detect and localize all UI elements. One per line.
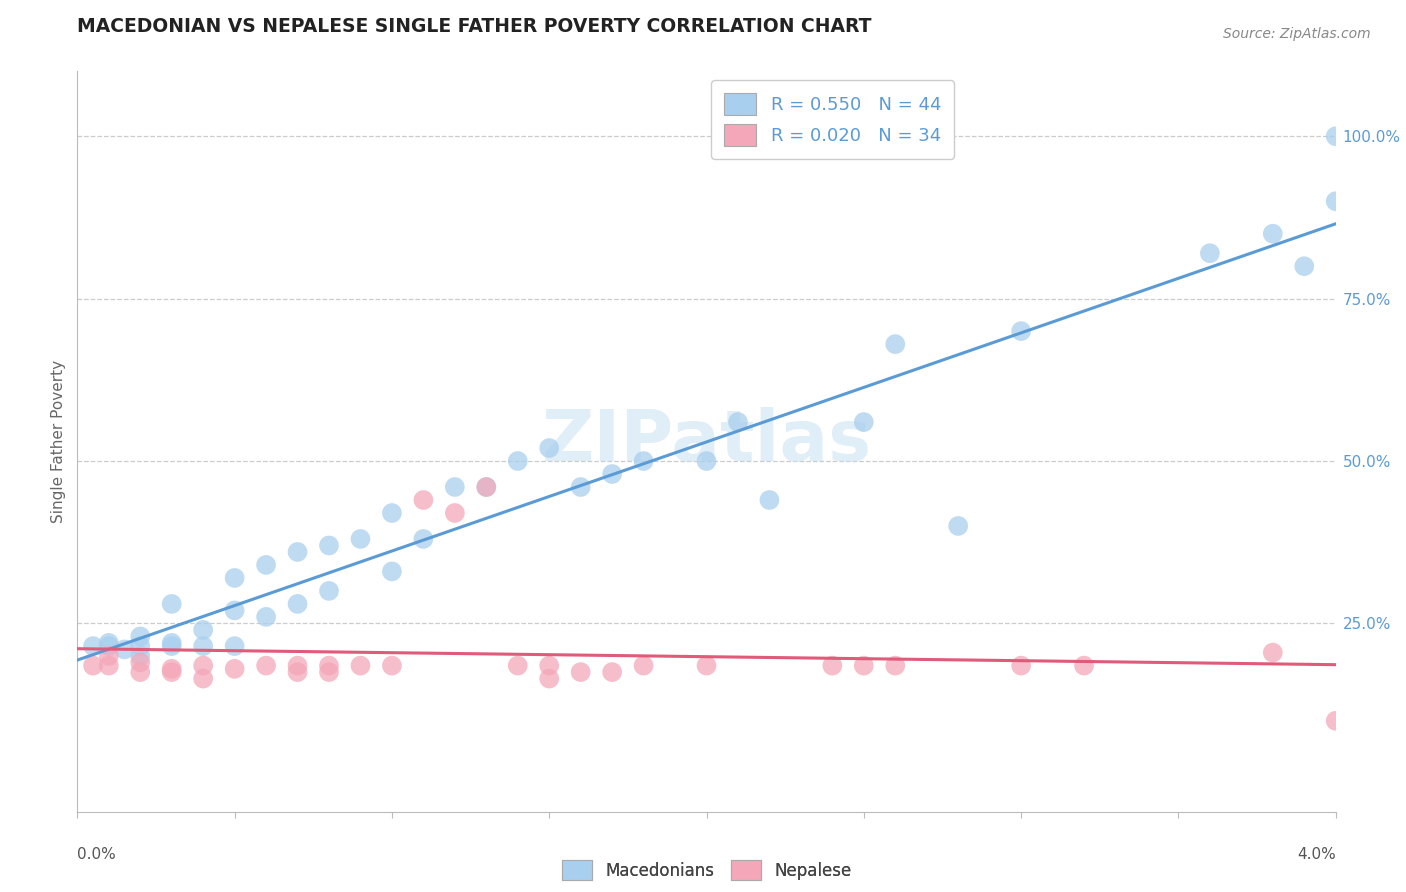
Point [1198,246,1220,260]
Point [412,493,434,508]
Point [97,639,120,653]
Point [160,597,183,611]
Point [821,658,844,673]
Legend: Macedonians, Nepalese: Macedonians, Nepalese [554,852,859,888]
Point [97,658,120,673]
Point [254,610,277,624]
Point [1261,227,1284,241]
Point [349,658,371,673]
Point [884,337,907,351]
Point [129,629,152,643]
Point [948,519,970,533]
Point [224,639,246,653]
Point [318,665,340,679]
Y-axis label: Single Father Poverty: Single Father Poverty [51,360,66,523]
Point [318,538,340,552]
Point [1324,194,1347,209]
Point [224,662,246,676]
Point [254,658,277,673]
Point [287,597,309,611]
Text: MACEDONIAN VS NEPALESE SINGLE FATHER POVERTY CORRELATION CHART: MACEDONIAN VS NEPALESE SINGLE FATHER POV… [77,17,872,36]
Point [633,658,655,673]
Point [318,583,340,598]
Point [475,480,498,494]
Text: 0.0%: 0.0% [77,847,117,863]
Point [1324,129,1347,144]
Point [114,642,136,657]
Point [381,658,404,673]
Point [569,480,592,494]
Point [1294,259,1316,273]
Point [287,658,309,673]
Text: 4.0%: 4.0% [1296,847,1336,863]
Point [506,454,529,468]
Point [758,493,780,508]
Point [97,648,120,663]
Point [1010,324,1032,338]
Point [129,665,152,679]
Point [569,665,592,679]
Point [129,656,152,670]
Point [224,603,246,617]
Point [1010,658,1032,673]
Point [191,658,215,673]
Point [287,545,309,559]
Point [1073,658,1095,673]
Point [287,665,309,679]
Point [444,506,467,520]
Point [318,658,340,673]
Point [381,506,404,520]
Point [600,467,623,481]
Point [224,571,246,585]
Point [82,658,104,673]
Point [727,415,749,429]
Point [696,658,718,673]
Point [633,454,655,468]
Point [381,565,404,579]
Point [160,636,183,650]
Point [82,639,104,653]
Point [852,658,875,673]
Point [191,672,215,686]
Point [538,441,561,455]
Point [160,639,183,653]
Point [97,636,120,650]
Point [600,665,623,679]
Point [884,658,907,673]
Point [254,558,277,572]
Point [1261,646,1284,660]
Point [129,639,152,653]
Point [506,658,529,673]
Point [538,658,561,673]
Point [160,662,183,676]
Point [1324,714,1347,728]
Text: Source: ZipAtlas.com: Source: ZipAtlas.com [1223,27,1371,41]
Point [191,639,215,653]
Point [349,532,371,546]
Point [191,623,215,637]
Point [444,480,467,494]
Point [696,454,718,468]
Point [129,648,152,663]
Point [412,532,434,546]
Point [475,480,498,494]
Text: ZIPatlas: ZIPatlas [541,407,872,476]
Point [538,672,561,686]
Point [852,415,875,429]
Point [160,665,183,679]
